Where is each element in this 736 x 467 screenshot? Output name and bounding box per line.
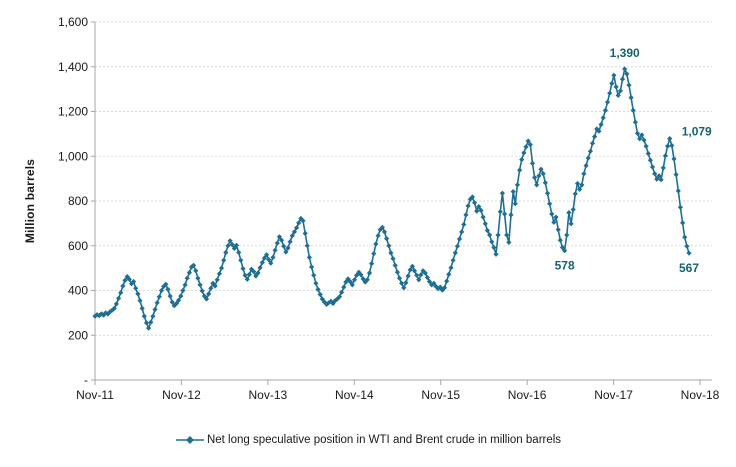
legend-diamond-icon [185,436,194,444]
y-tick-label: 800 [68,194,88,208]
y-tick-label: 1,400 [58,60,88,74]
y-axis-title: Million barrels [23,158,37,244]
x-tick-label: Nov-13 [249,388,288,402]
y-tick-label: 1,000 [58,149,88,163]
chart-legend: Net long speculative position in WTI and… [0,434,736,446]
x-tick-label: Nov-11 [76,388,114,402]
x-tick-label: Nov-12 [162,388,201,402]
x-tick-label: Nov-18 [681,388,720,402]
legend-line-marker-icon [175,436,204,444]
legend-label: Net long speculative position in WTI and… [206,434,562,446]
data-label: 567 [679,261,699,275]
data-label: 1,079 [682,125,712,139]
series-markers [92,66,692,331]
data-label: 578 [555,259,575,273]
y-tick-label: 400 [68,284,88,298]
y-tick-label: 1,200 [58,105,88,119]
y-tick-label: 1,600 [58,15,88,29]
x-tick-label: Nov-16 [508,388,547,402]
x-tick-label: Nov-17 [594,388,633,402]
data-label: 1,390 [610,46,640,60]
y-tick-label: 200 [68,328,88,342]
x-tick-label: Nov-14 [335,388,374,402]
x-tick-label: Nov-15 [421,388,460,402]
y-tick-label: 600 [68,239,88,253]
y-tick-label: - [84,373,88,387]
